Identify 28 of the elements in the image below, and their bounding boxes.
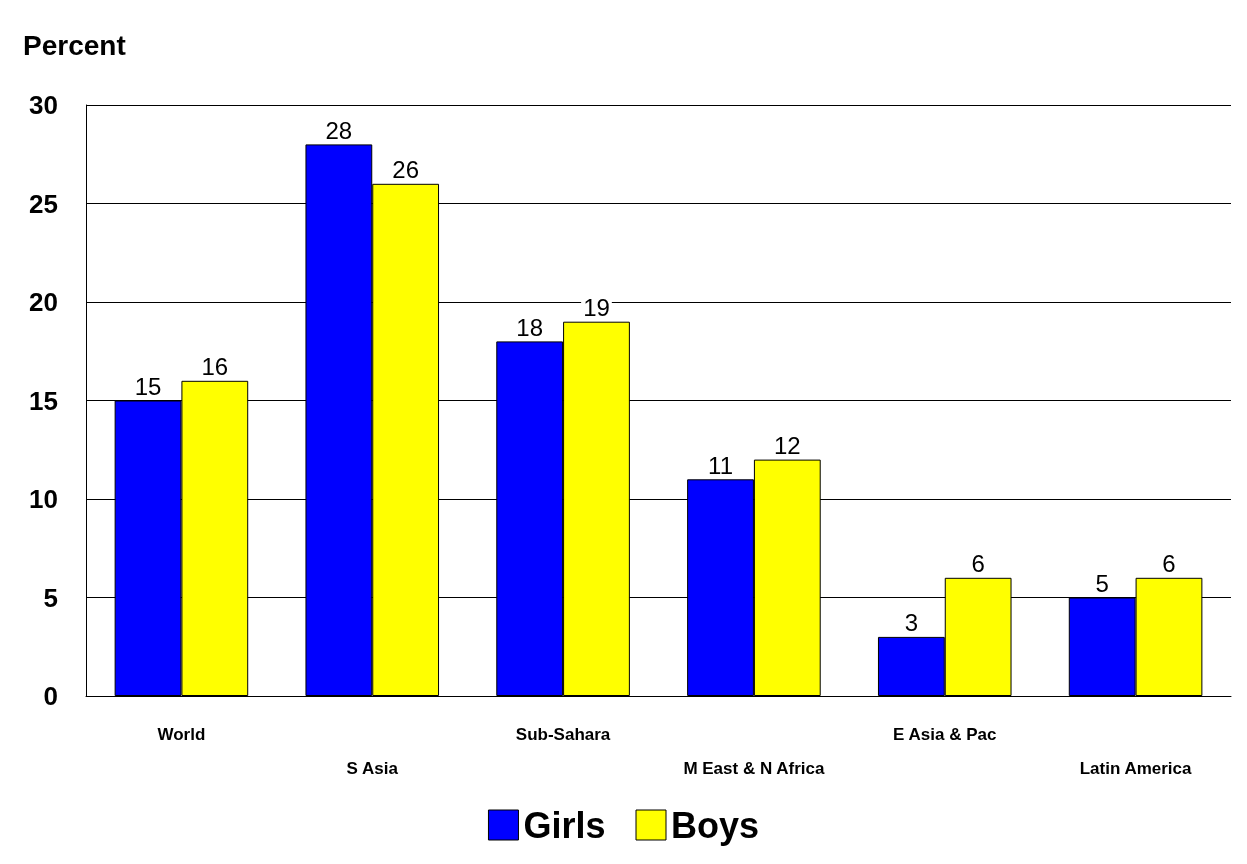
data-label: 5 bbox=[1095, 570, 1109, 597]
data-label: 15 bbox=[134, 373, 162, 400]
x-tick-label: M East & N Africa bbox=[683, 759, 825, 778]
data-label: 28 bbox=[325, 116, 353, 144]
y-tick-label: 20 bbox=[29, 287, 58, 317]
x-tick-label: S Asia bbox=[346, 759, 399, 778]
data-label: 19 bbox=[583, 294, 610, 322]
y-tick-label: 30 bbox=[29, 90, 58, 120]
data-label: 18 bbox=[516, 313, 544, 341]
y-tick-label: 10 bbox=[29, 484, 58, 514]
x-tick-label: Sub-Sahara bbox=[515, 725, 611, 744]
x-tick-label: World bbox=[157, 725, 206, 744]
y-axis-title: Percent bbox=[23, 29, 126, 61]
y-tick-label: 5 bbox=[43, 582, 58, 613]
data-label: 6 bbox=[1162, 550, 1176, 578]
data-label: 26 bbox=[392, 156, 419, 184]
y-tick-label: 0 bbox=[43, 681, 58, 711]
y-tick-label: 25 bbox=[29, 188, 58, 219]
data-label: 11 bbox=[708, 451, 733, 479]
legend-label: Girls bbox=[523, 804, 606, 846]
legend-label: Boys bbox=[671, 804, 760, 846]
y-tick-label: 15 bbox=[29, 385, 58, 416]
data-label: 12 bbox=[773, 432, 801, 460]
data-label: 16 bbox=[201, 353, 229, 381]
data-label: 6 bbox=[971, 550, 985, 578]
data-label: 3 bbox=[904, 609, 919, 637]
x-tick-label: Latin America bbox=[1079, 759, 1193, 778]
x-tick-label: E Asia & Pac bbox=[893, 725, 997, 744]
